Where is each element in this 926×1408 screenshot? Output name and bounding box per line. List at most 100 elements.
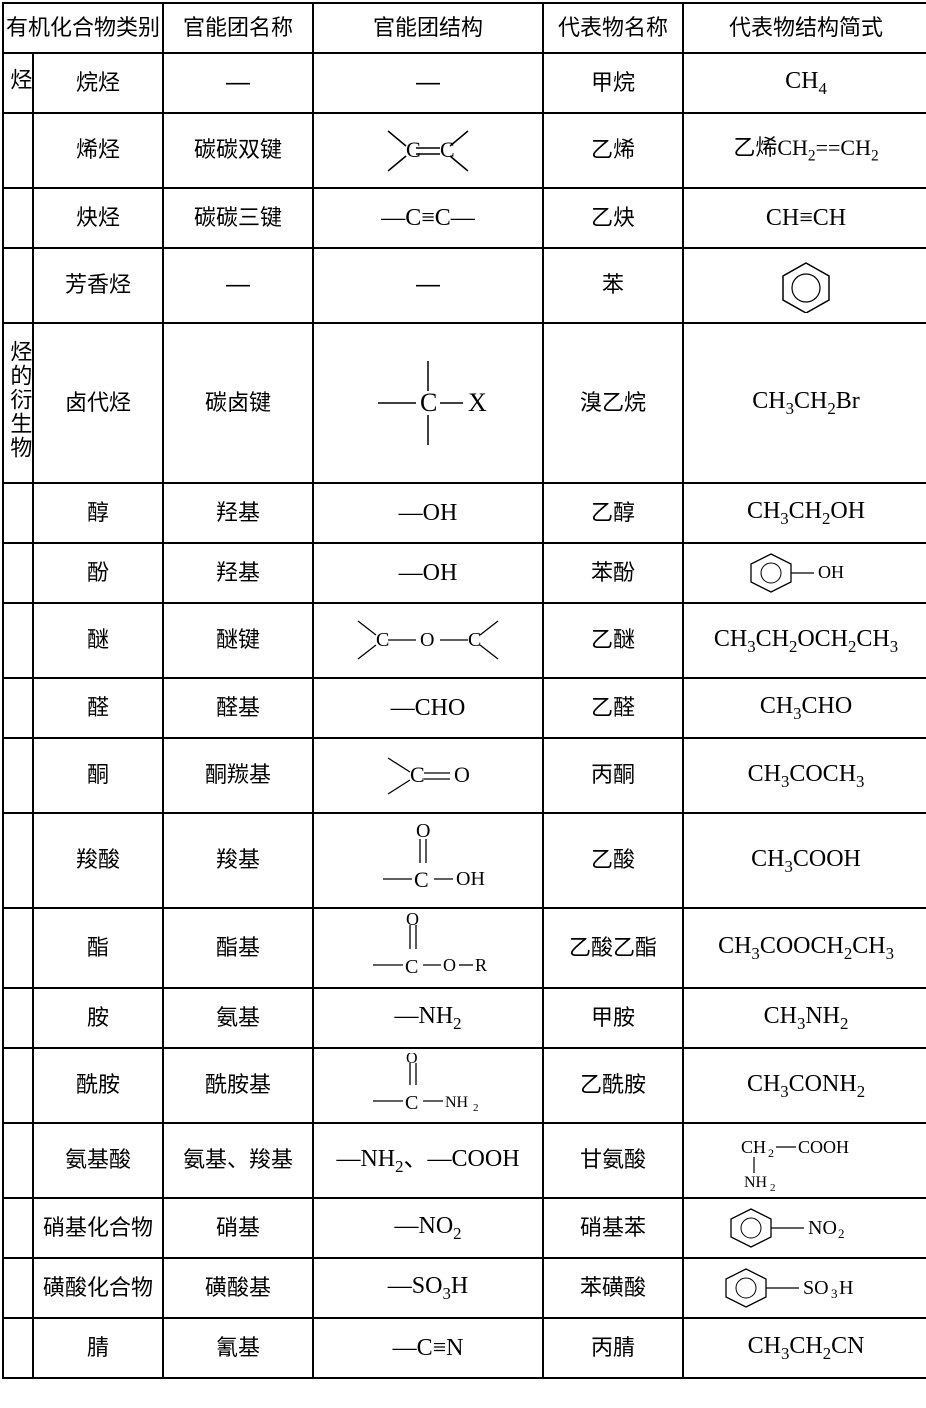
category-empty (3, 908, 33, 988)
table-row: 炔烃碳碳三键—C≡C—乙炔CH≡CH (3, 188, 926, 248)
subcategory-cell: 酰胺 (33, 1048, 163, 1123)
table-row: 烃烷烃——甲烷CH4 (3, 53, 926, 113)
category-empty (3, 678, 33, 738)
table-row: 羧酸羧基OCOH乙酸CH3COOH (3, 813, 926, 908)
repstruct-cell: CH3CONH2 (683, 1048, 926, 1123)
svg-text:2: 2 (770, 1182, 776, 1191)
fgstruct-cell: COC (313, 603, 543, 678)
repstruct-cell: OH (683, 543, 926, 603)
svg-text:C: C (405, 1092, 418, 1114)
svg-text:2: 2 (838, 1226, 845, 1241)
repname-cell: 甲胺 (543, 988, 683, 1048)
repstruct-cell: NO2 (683, 1198, 926, 1258)
fgname-cell: 磺酸基 (163, 1258, 313, 1318)
svg-text:C: C (420, 388, 437, 417)
fgstruct-cell: —C≡C— (313, 188, 543, 248)
svg-text:O: O (454, 762, 470, 787)
fgstruct-cell: —CHO (313, 678, 543, 738)
subcategory-cell: 酯 (33, 908, 163, 988)
category-empty (3, 738, 33, 813)
category-empty (3, 1318, 33, 1378)
fgstruct-cell: OCOR (313, 908, 543, 988)
subcategory-cell: 炔烃 (33, 188, 163, 248)
fgname-cell: 氨基 (163, 988, 313, 1048)
svg-text:O: O (406, 913, 419, 929)
repname-cell: 丙腈 (543, 1318, 683, 1378)
svg-text:CH: CH (741, 1137, 766, 1157)
svg-text:O: O (420, 629, 434, 651)
fgstruct-cell: —NO2 (313, 1198, 543, 1258)
fgname-cell: — (163, 53, 313, 113)
repstruct-cell: CH3CH2OCH2CH3 (683, 603, 926, 678)
svg-text:SO: SO (803, 1277, 829, 1299)
fgstruct-cell: —C≡N (313, 1318, 543, 1378)
repname-cell: 乙醇 (543, 483, 683, 543)
svg-text:H: H (839, 1277, 853, 1299)
table-row: 腈氰基—C≡N丙腈CH3CH2CN (3, 1318, 926, 1378)
category-derivative: 烃的衍生物 (3, 323, 33, 483)
svg-text:C: C (440, 137, 455, 162)
fgstruct-cell: CC (313, 113, 543, 188)
category-empty (3, 543, 33, 603)
category-empty (3, 113, 33, 188)
repstruct-cell: CH3CH2Br (683, 323, 926, 483)
table-row: 磺酸化合物磺酸基—SO3H苯磺酸SO3H (3, 1258, 926, 1318)
subcategory-cell: 磺酸化合物 (33, 1258, 163, 1318)
subcategory-cell: 羧酸 (33, 813, 163, 908)
svg-text:O: O (443, 955, 456, 975)
svg-text:OH: OH (456, 868, 485, 890)
repstruct-cell (683, 248, 926, 323)
repname-cell: 苯酚 (543, 543, 683, 603)
category-hydrocarbon: 烃 (3, 53, 33, 113)
subcategory-cell: 胺 (33, 988, 163, 1048)
fgstruct-cell: O C OH (313, 813, 543, 908)
fgname-cell: 氨基、羧基 (163, 1123, 313, 1198)
fgstruct-cell: —OH (313, 483, 543, 543)
repname-cell: 乙醛 (543, 678, 683, 738)
repstruct-cell: 乙烯CH2==CH2 (683, 113, 926, 188)
subcategory-cell: 醇 (33, 483, 163, 543)
fgstruct-cell: —OH (313, 543, 543, 603)
fgname-cell: 羟基 (163, 483, 313, 543)
category-empty (3, 248, 33, 323)
subcategory-cell: 醛 (33, 678, 163, 738)
svg-text:O: O (406, 1053, 418, 1067)
repname-cell: 苯 (543, 248, 683, 323)
svg-text:O: O (416, 821, 430, 842)
category-empty (3, 813, 33, 908)
subcategory-cell: 烷烃 (33, 53, 163, 113)
fgname-cell: — (163, 248, 313, 323)
organic-compounds-table: 有机化合物类别 官能团名称 官能团结构 代表物名称 代表物结构简式 烃烷烃——甲… (2, 2, 926, 1379)
svg-text:OH: OH (818, 562, 844, 582)
repname-cell: 乙烯 (543, 113, 683, 188)
subcategory-cell: 芳香烃 (33, 248, 163, 323)
table-row: 氨基酸氨基、羧基—NH2、—COOH甘氨酸CH2COOHNH2 (3, 1123, 926, 1198)
fgname-cell: 氰基 (163, 1318, 313, 1378)
svg-text:C: C (414, 867, 429, 892)
repstruct-cell: CH3NH2 (683, 988, 926, 1048)
category-empty (3, 1048, 33, 1123)
svg-text:R: R (475, 955, 487, 975)
fgname-cell: 碳碳双键 (163, 113, 313, 188)
subcategory-cell: 醚 (33, 603, 163, 678)
fgname-cell: 醛基 (163, 678, 313, 738)
repname-cell: 乙酰胺 (543, 1048, 683, 1123)
fgstruct-cell: —NH2 (313, 988, 543, 1048)
fgname-cell: 羧基 (163, 813, 313, 908)
repname-cell: 丙酮 (543, 738, 683, 813)
fgname-cell: 碳卤键 (163, 323, 313, 483)
repname-cell: 乙醚 (543, 603, 683, 678)
fgstruct-cell: CX (313, 323, 543, 483)
svg-text:2: 2 (473, 1102, 479, 1114)
svg-text:C: C (405, 956, 418, 978)
subcategory-cell: 硝基化合物 (33, 1198, 163, 1258)
subcategory-cell: 卤代烃 (33, 323, 163, 483)
fgstruct-cell: — (313, 53, 543, 113)
svg-text:3: 3 (831, 1286, 838, 1301)
repname-cell: 苯磺酸 (543, 1258, 683, 1318)
fgname-cell: 酰胺基 (163, 1048, 313, 1123)
repstruct-cell: CH4 (683, 53, 926, 113)
category-empty (3, 603, 33, 678)
table-row: 醇羟基—OH乙醇CH3CH2OH (3, 483, 926, 543)
fgname-cell: 酮羰基 (163, 738, 313, 813)
